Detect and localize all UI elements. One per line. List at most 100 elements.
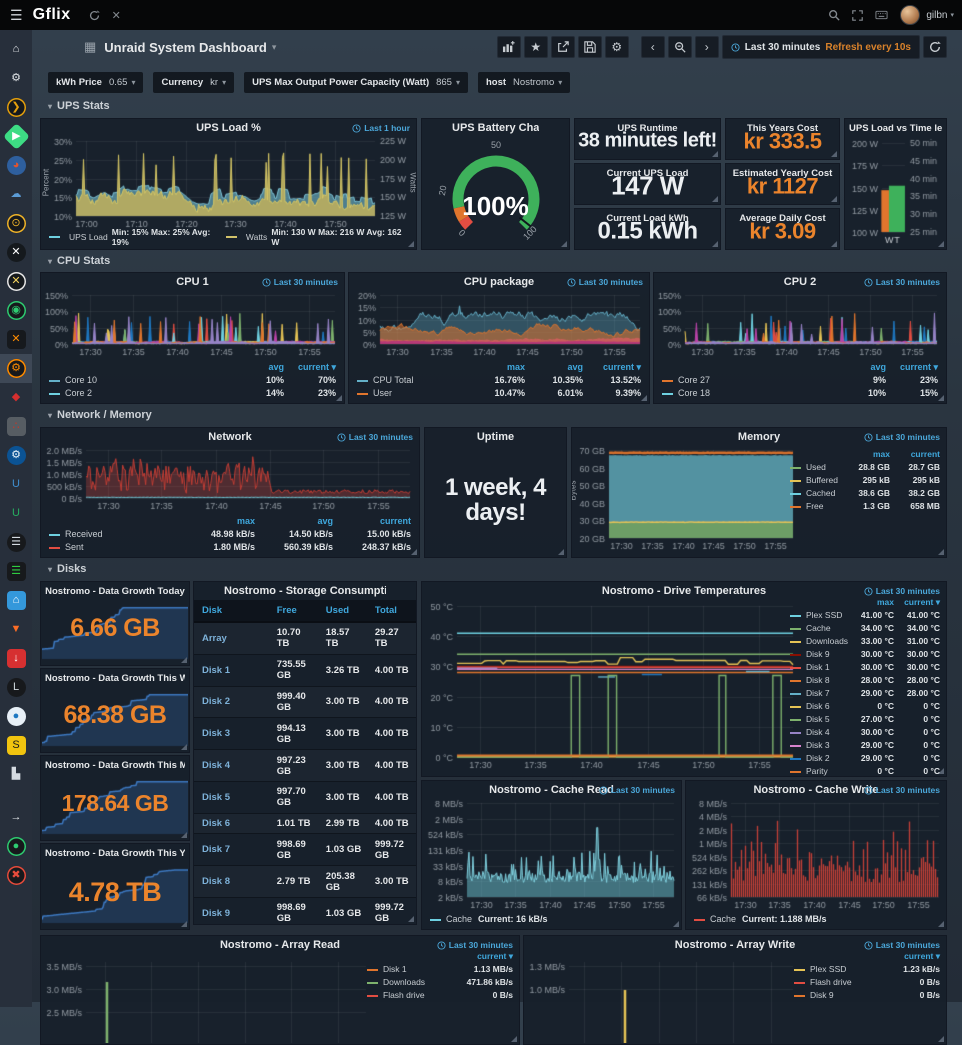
chart-canvas[interactable]: [42, 135, 415, 234]
table-row[interactable]: Disk 8 2.79 TB 205.38 GB 3.00 TB: [194, 865, 416, 899]
save-button[interactable]: [577, 36, 602, 58]
panel-title[interactable]: Nostromo - Array Read: [219, 939, 340, 951]
add-panel-button[interactable]: [496, 36, 521, 58]
legend-row[interactable]: Disk 6 0 °C 0 °C: [790, 700, 940, 713]
chart-canvas[interactable]: [655, 289, 945, 360]
legend-row[interactable]: Core 27 9% 23%: [662, 374, 938, 387]
panel-title[interactable]: CPU package: [463, 276, 535, 288]
legend-row[interactable]: Sent 1.80 MB/s 560.39 kB/s 248.37 kB/s: [49, 541, 411, 554]
sidebar-item-plate-app-icon[interactable]: ☰: [0, 528, 32, 557]
legend-row[interactable]: Free 1.3 GB 658 MB: [790, 500, 940, 513]
section-ups-stats[interactable]: ▾ UPS Stats: [48, 100, 110, 112]
legend-row[interactable]: User 10.47% 6.01% 9.39%: [357, 387, 641, 400]
legend-row[interactable]: CPU Total 16.76% 10.35% 13.52%: [357, 374, 641, 387]
sidebar-item-jacket-app-icon[interactable]: ▙: [0, 760, 32, 789]
panel-title[interactable]: Nostromo - Storage Consumption: [224, 585, 386, 597]
sparkline-chart[interactable]: [42, 770, 188, 838]
sidebar-item-github-app-icon[interactable]: ●: [0, 832, 32, 861]
legend-column-header[interactable]: avg: [870, 362, 886, 372]
table-column-header[interactable]: Used: [317, 600, 367, 623]
panel-title[interactable]: Nostromo - Array Write: [674, 939, 796, 951]
panel-title[interactable]: CPU 2: [783, 276, 817, 288]
legend-column-header[interactable]: max: [236, 516, 255, 526]
table-row[interactable]: Disk 9 998.69 GB 1.03 GB 999.72 GB: [194, 897, 416, 924]
table-row[interactable]: Disk 5 997.70 GB 3.00 TB 4.00 TB: [194, 781, 416, 814]
chart-canvas[interactable]: [42, 444, 418, 514]
legend-column-header[interactable]: current ▾: [477, 951, 513, 961]
legend-row[interactable]: Disk 1 30.00 °C 30.00 °C: [790, 661, 940, 674]
panel-title[interactable]: Average Daily Cost: [739, 213, 826, 224]
legend-row[interactable]: Disk 3 29.00 °C 0 °C: [790, 739, 940, 752]
panel-time-range[interactable]: Last 30 minutes: [337, 432, 413, 442]
panel-title[interactable]: Nostromo - Cache Write: [753, 784, 879, 796]
panel-time-range[interactable]: Last 30 minutes: [864, 940, 940, 950]
panel-time-range[interactable]: Last 30 minutes: [864, 785, 940, 795]
legend-column-header[interactable]: current: [379, 516, 411, 526]
panel-title[interactable]: Nostromo - Data Growth This Month: [45, 760, 185, 771]
panel-title[interactable]: Estimated Yearly Cost: [732, 168, 833, 179]
legend-row[interactable]: Disk 8 28.00 °C 28.00 °C: [790, 674, 940, 687]
menu-icon[interactable]: ☰: [10, 6, 23, 23]
panel-title[interactable]: Current Load kWh: [606, 213, 689, 224]
legend-column-header[interactable]: current ▾: [297, 362, 336, 372]
sidebar-item-cloud-icon[interactable]: ☁: [0, 180, 32, 209]
legend-row[interactable]: Downloads 33.00 °C 31.00 °C: [790, 635, 940, 648]
legend-row[interactable]: Cached 38.6 GB 38.2 GB: [790, 487, 940, 500]
sparkline-chart[interactable]: [42, 683, 188, 750]
legend-column-header[interactable]: current: [910, 449, 940, 459]
legend-row[interactable]: Core 10 10% 70%: [49, 374, 336, 387]
sidebar-item-drop-app-icon[interactable]: ●: [0, 702, 32, 731]
panel-title[interactable]: UPS Load %: [196, 122, 261, 134]
legend-column-header[interactable]: max: [506, 362, 525, 372]
legend-row[interactable]: Disk 5 27.00 °C 0 °C: [790, 713, 940, 726]
section-disks[interactable]: ▾ Disks: [48, 563, 87, 575]
legend-item[interactable]: Cache Current: 16 kB/s: [430, 913, 548, 926]
sidebar-item-blue-gear-app-icon[interactable]: ⚙: [0, 441, 32, 470]
tab-refresh-icon[interactable]: [89, 9, 100, 21]
legend-row[interactable]: Received 48.98 kB/s 14.50 kB/s 15.00 kB/s: [49, 528, 411, 541]
panel-title[interactable]: Memory: [737, 431, 781, 443]
panel-time-range[interactable]: Last 1 hour: [352, 123, 410, 133]
panel-title[interactable]: CPU 1: [176, 276, 209, 288]
panel-time-range[interactable]: Last 30 minutes: [864, 277, 940, 287]
dashboard-title-caret-icon[interactable]: ▾: [271, 41, 277, 52]
legend-row[interactable]: Disk 1 1.13 MB/s: [367, 963, 513, 976]
sidebar-item-plex-icon[interactable]: ❯: [0, 93, 32, 122]
panel-title[interactable]: UPS Load vs Time left: [849, 123, 942, 134]
panel-title[interactable]: Uptime: [476, 431, 515, 443]
sparkline-chart[interactable]: [42, 596, 188, 663]
panel-title[interactable]: UPS Runtime: [617, 123, 678, 134]
sidebar-item-unifi-app-icon[interactable]: U: [0, 470, 32, 499]
panel-time-range[interactable]: Last 30 minutes: [567, 277, 643, 287]
legend-row[interactable]: Plex SSD 41.00 °C 41.00 °C: [790, 609, 940, 622]
sidebar-item-chart-app-icon[interactable]: ✕: [0, 325, 32, 354]
sidebar-item-shield-app-icon[interactable]: ◆: [0, 383, 32, 412]
table-row[interactable]: Array 10.70 TB 18.57 TB 29.27 TB: [194, 622, 416, 655]
legend-column-header[interactable]: current ▾: [904, 597, 940, 607]
time-range-picker[interactable]: Last 30 minutes Refresh every 10s: [721, 35, 920, 59]
table-row[interactable]: Disk 1 735.55 GB 3.26 TB 4.00 TB: [194, 654, 416, 687]
panel-title[interactable]: Nostromo - Data Growth This Year: [45, 848, 185, 859]
favorite-button[interactable]: ★: [523, 36, 548, 58]
legend-column-header[interactable]: current ▾: [602, 362, 641, 372]
zoom-out-button[interactable]: [667, 36, 692, 58]
sidebar-item-green-ring-app-icon[interactable]: ◉: [0, 296, 32, 325]
legend-column-header[interactable]: avg: [567, 362, 583, 372]
sidebar-item-gitlab-app-icon[interactable]: ▼: [0, 615, 32, 644]
sidebar-item-unraid-app-icon[interactable]: ☰: [0, 557, 32, 586]
sidebar-item-download-app-icon[interactable]: ↓: [0, 644, 32, 673]
legend-column-header[interactable]: current ▾: [899, 362, 938, 372]
time-forward-button[interactable]: ›: [694, 36, 719, 58]
legend-row[interactable]: Flash drive 0 B/s: [367, 989, 513, 1002]
sidebar-item-browser-icon[interactable]: ◕: [0, 151, 32, 180]
legend-item[interactable]: Cache Current: 1.188 MB/s: [694, 913, 827, 926]
legend-row[interactable]: Used 28.8 GB 28.7 GB: [790, 461, 940, 474]
fullscreen-icon[interactable]: [852, 9, 864, 21]
variable-value-dropdown[interactable]: 0.65 ▾: [108, 77, 136, 88]
panel-time-range[interactable]: Last 30 minutes: [599, 785, 675, 795]
user-menu[interactable]: gilbn ▾: [926, 10, 954, 21]
chart-canvas[interactable]: [350, 289, 648, 360]
sidebar-item-sab-app-icon[interactable]: S: [0, 731, 32, 760]
table-row[interactable]: Disk 4 997.23 GB 3.00 TB 4.00 TB: [194, 749, 416, 782]
panel-title[interactable]: UPS Battery Charge: [452, 122, 539, 134]
